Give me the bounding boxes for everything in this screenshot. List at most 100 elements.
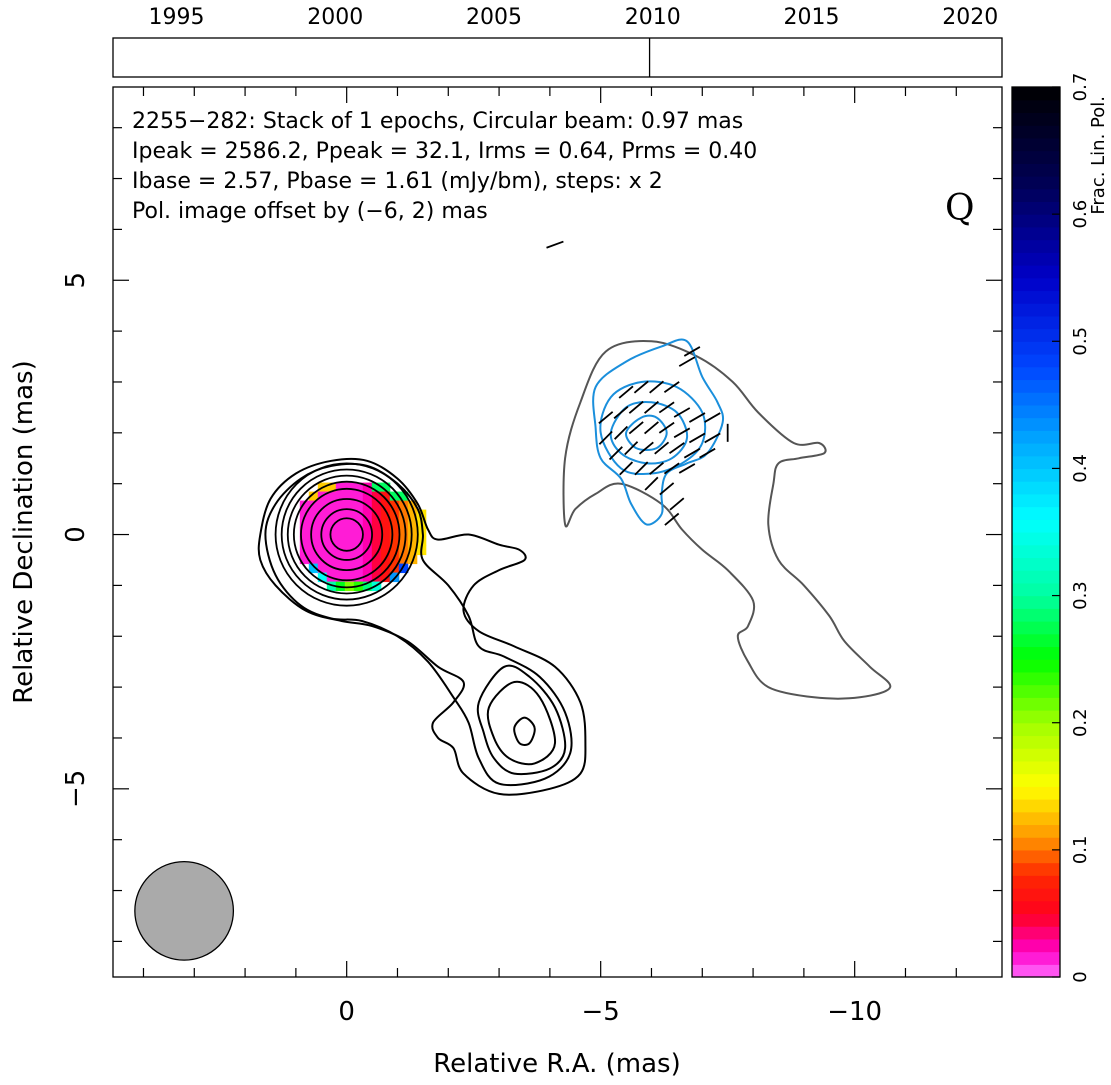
pol-pixel: [335, 536, 346, 547]
pol-pixel: [380, 563, 391, 574]
timeline-tick-label: 2015: [784, 5, 840, 30]
pol-pixel: [299, 536, 310, 547]
colorbar-step: [1012, 379, 1060, 393]
pol-pixel: [407, 500, 418, 511]
annotation-line-3: Ibase = 2.57, Pbase = 1.61 (mJy/bm), ste…: [132, 169, 663, 194]
pol-pixel: [389, 509, 400, 520]
colorbar-step: [1012, 290, 1060, 304]
pol-contour: [625, 414, 668, 451]
colorbar-step: [1012, 137, 1060, 152]
pol-pixel: [353, 572, 364, 583]
pol-pixel: [389, 527, 400, 538]
colorbar-tick-label: 0.2: [1070, 708, 1091, 737]
core-contour-ring: [329, 517, 364, 552]
colorbar-step: [1012, 303, 1060, 317]
colorbar-step: [1012, 646, 1060, 660]
pol-pixel: [362, 581, 373, 592]
pol-pixel: [335, 518, 346, 529]
evpa-tick: [658, 421, 675, 434]
colorbar-step: [1012, 773, 1060, 787]
pol-pixel: [398, 536, 409, 547]
map-panel: 0 −5 −10 5 0 −5 2255−282: Stack of 1 epochs, …: [9, 86, 1003, 1079]
pol-pixel: [407, 518, 418, 529]
colorbar-step: [1012, 455, 1060, 470]
pol-pixel: [362, 518, 373, 529]
pol-pixel: [317, 572, 328, 583]
pol-pixel: [416, 527, 427, 538]
pol-pixel: [317, 563, 328, 574]
pol-pixel: [389, 518, 400, 529]
colorbar-step: [1012, 176, 1060, 190]
colorbar-step: [1012, 659, 1060, 673]
pol-pixel: [299, 554, 310, 565]
colorbar-step: [1012, 888, 1060, 902]
pol-offset-note: Pol. image offset by (−6, 2) mas: [132, 199, 488, 224]
pol-pixel: [317, 509, 328, 520]
y-axis-label: Relative Declination (mas): [9, 360, 39, 703]
pol-pixel: [317, 554, 328, 565]
core-contour-ring: [292, 480, 401, 589]
evpa-tick: [663, 381, 680, 393]
colorbar-step: [1012, 582, 1060, 597]
evpa-tick: [613, 425, 629, 440]
pol-pixel: [317, 518, 328, 529]
stokes-i-contour: [513, 716, 536, 746]
pol-pixel: [362, 482, 373, 493]
evpa-tick: [624, 441, 639, 456]
pol-pixel: [308, 554, 319, 565]
evpa-tick: [668, 442, 685, 454]
pol-pixel: [344, 536, 355, 547]
pol-pixel: [380, 536, 391, 547]
evpa-tick: [663, 462, 680, 475]
pol-pixel: [344, 509, 355, 520]
timeline-tick-label: 2020: [942, 5, 998, 30]
evpa-tick: [608, 446, 623, 461]
pol-pixel: [353, 554, 364, 565]
colorbar-step: [1012, 938, 1060, 953]
evpa-tick: [673, 427, 691, 439]
evpa-tick: [678, 356, 696, 367]
pol-pixel: [362, 536, 373, 547]
pol-pixel: [380, 572, 391, 583]
timeline-frame: [112, 37, 1003, 78]
pol-pixel: [344, 500, 355, 511]
pol-pixel: [380, 518, 391, 529]
pol-pixel: [344, 572, 355, 583]
pol-pixel: [371, 527, 382, 538]
evpa-tick: [644, 421, 659, 435]
evpa-tick: [664, 512, 680, 526]
evpa-tick: [644, 400, 659, 414]
colorbar-step: [1012, 252, 1060, 266]
colorbar-step: [1012, 697, 1060, 711]
colorbar-step: [1012, 722, 1060, 737]
pol-pixel: [308, 500, 319, 511]
colorbar-step: [1012, 926, 1060, 940]
annotation-line-1: 2255−282: Stack of 1 epochs, Circular be…: [132, 109, 743, 134]
core-contour-ring: [286, 474, 407, 595]
colorbar: 0 0.1 0.2 0.3 0.4 0.5 0.6 0.7 Frac. Lin. Pol.: [1011, 73, 1109, 983]
evpa-tick: [634, 461, 649, 476]
colorbar-step: [1012, 112, 1060, 126]
pol-pixel: [389, 491, 400, 502]
timeline-tick-label: 2005: [466, 5, 522, 30]
colorbar-step: [1012, 735, 1060, 749]
colorbar-gradient: [1012, 87, 1060, 978]
pol-pixel: [380, 491, 391, 502]
colorbar-step: [1012, 710, 1060, 724]
y-tick-label: 0: [61, 526, 91, 543]
evpa-tick: [546, 240, 564, 249]
x-tick-label: −5: [582, 997, 620, 1027]
colorbar-step: [1012, 354, 1060, 368]
pol-pixel: [398, 554, 409, 565]
evpa-tick: [654, 441, 670, 455]
pol-pixel: [371, 518, 382, 529]
colorbar-step: [1012, 201, 1060, 215]
pol-contour: [592, 338, 725, 526]
evpa-tick: [669, 497, 685, 511]
evpa-tick: [638, 441, 654, 455]
pol-pixel: [326, 554, 337, 565]
evpa-tick: [658, 401, 675, 414]
pol-pixel: [371, 536, 382, 547]
pol-pixel: [362, 527, 373, 538]
